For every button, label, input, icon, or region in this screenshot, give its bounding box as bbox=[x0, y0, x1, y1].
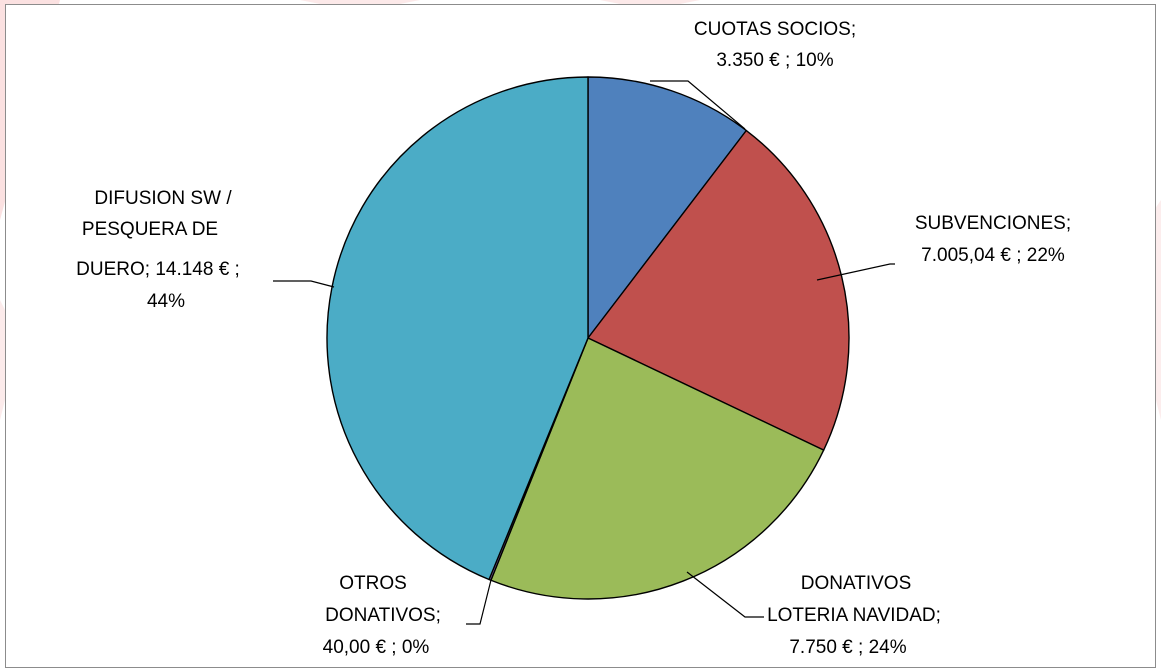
data-label-otros-donativos-line-1: OTROS bbox=[339, 573, 407, 594]
pie-slice-subvenciones bbox=[587, 129, 850, 451]
data-label-otros-donativos-line-3: 40,00 € ; 0% bbox=[323, 637, 430, 658]
pie-slice-cuotas-socios bbox=[587, 76, 748, 339]
data-label-difusion-sw-pesquera-de-duero-line-4: 44% bbox=[147, 291, 185, 312]
data-label-cuotas-socios-line-1: CUOTAS SOCIOS; bbox=[694, 19, 856, 40]
data-label-subvenciones-line-1: SUBVENCIONES; bbox=[915, 213, 1071, 234]
leader-line-subvenciones bbox=[816, 263, 895, 281]
pie-slice-difusion-sw-pesquera-de-duero bbox=[326, 76, 589, 581]
leader-line-otros-donativos bbox=[466, 579, 492, 625]
data-label-difusion-sw-pesquera-de-duero-line-1: DIFUSION SW / bbox=[94, 188, 232, 209]
leader-line-difusion-sw-pesquera-de-duero bbox=[273, 280, 335, 288]
leader-line-donativos-loteria-navidad bbox=[686, 571, 764, 618]
pie-slice-donativos-loteria-navidad bbox=[490, 337, 825, 600]
data-label-otros-donativos-line-2: DONATIVOS; bbox=[325, 605, 441, 626]
leader-line-cuotas-socios bbox=[650, 80, 746, 130]
data-label-difusion-sw-pesquera-de-duero-line-3: DUERO; 14.148 € ; bbox=[76, 259, 240, 280]
data-label-subvenciones-line-2: 7.005,04 € ; 22% bbox=[921, 245, 1065, 266]
data-label-donativos-loteria-navidad-line-2: LOTERIA NAVIDAD; bbox=[767, 605, 941, 626]
leader-lines bbox=[273, 80, 895, 625]
data-label-cuotas-socios-line-2: 3.350 € ; 10% bbox=[716, 50, 833, 71]
data-label-donativos-loteria-navidad-line-1: DONATIVOS bbox=[801, 573, 912, 594]
data-label-difusion-sw-pesquera-de-duero-line-2: PESQUERA DE bbox=[82, 219, 218, 240]
pie-slices bbox=[326, 76, 850, 600]
data-labels: CUOTAS SOCIOS; 3.350 € ; 10% SUBVENCIONES;… bbox=[76, 19, 1071, 658]
data-label-donativos-loteria-navidad-line-3: 7.750 € ; 24% bbox=[789, 637, 906, 658]
